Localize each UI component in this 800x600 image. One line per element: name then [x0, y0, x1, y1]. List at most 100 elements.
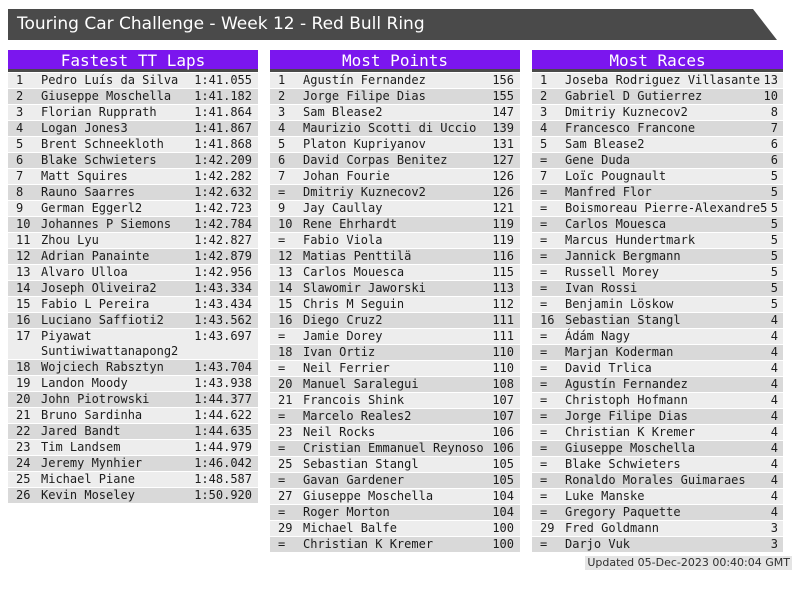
- rank-cell: 20: [278, 377, 293, 391]
- leaderboard-most-races: Most Races 1 Joseba Rodriguez Villasante 1…: [532, 50, 783, 553]
- value-cell: 4: [770, 393, 778, 407]
- rank-cell: 1: [540, 73, 548, 87]
- table-row: 22 Jared Bandt 1:44.635: [8, 424, 258, 439]
- driver-name-cell: Boismoreau Pierre-Alexandre5: [565, 201, 768, 215]
- driver-name-cell: Blake Schwieters: [41, 153, 157, 167]
- table-row: 1 Agustín Fernandez 156: [270, 73, 520, 88]
- value-cell: 131: [492, 137, 515, 151]
- value-cell: 1:43.434: [194, 297, 252, 311]
- value-cell: 147: [492, 105, 515, 119]
- value-cell: 1:41.867: [194, 121, 252, 135]
- rank-cell: 29: [278, 521, 293, 535]
- table-row: 1 Pedro Luís da Silva 1:41.055: [8, 73, 258, 88]
- table-row: 13 Carlos Mouesca 115: [270, 265, 520, 280]
- value-cell: 13: [763, 73, 778, 87]
- rank-cell: 13: [278, 265, 293, 279]
- driver-name-cell: Marjan Koderman: [565, 345, 674, 359]
- rank-cell: 1: [278, 73, 286, 87]
- value-cell: 6: [770, 153, 778, 167]
- rank-cell: 15: [16, 297, 31, 311]
- value-cell: 1:41.055: [194, 73, 252, 87]
- rank-cell: 9: [278, 201, 286, 215]
- value-cell: 6: [770, 137, 778, 151]
- table-row: 25 Michael Piane 1:48.587: [8, 472, 258, 487]
- table-row: 21 Francois Shink 107: [270, 393, 520, 408]
- driver-name-cell: Cristian Emmanuel Reynoso: [303, 441, 484, 455]
- driver-name-cell: Loïc Pougnault: [565, 169, 667, 183]
- driver-name-cell: Matias Penttilä: [303, 249, 412, 263]
- rank-cell: =: [540, 457, 548, 471]
- value-cell: 1:42.879: [194, 249, 252, 263]
- table-row: 24 Jeremy Mynhier 1:46.042: [8, 456, 258, 471]
- rank-cell: 23: [16, 440, 31, 454]
- table-row: = Jorge Filipe Dias 4: [532, 409, 783, 424]
- rank-cell: =: [278, 329, 286, 343]
- rank-cell: =: [540, 201, 548, 215]
- value-cell: 104: [492, 489, 515, 503]
- table-row: = Christian K Kremer 100: [270, 537, 520, 552]
- rank-cell: =: [540, 425, 548, 439]
- rank-cell: 5: [540, 137, 548, 151]
- rank-cell: 21: [16, 408, 31, 422]
- table-row: 29 Michael Balfe 100: [270, 521, 520, 536]
- table-row: = Russell Morey 5: [532, 265, 783, 280]
- rank-cell: 5: [16, 137, 24, 151]
- rank-cell: 8: [16, 185, 24, 199]
- rank-cell: =: [278, 233, 286, 247]
- table-row: 29 Fred Goldmann 3: [532, 521, 783, 536]
- value-cell: 4: [770, 489, 778, 503]
- driver-name-cell: Sebastian Stangl: [565, 313, 681, 327]
- driver-name-cell: German Eggerl2: [41, 201, 143, 215]
- rank-cell: =: [540, 377, 548, 391]
- leaderboard-fastest-tt-laps: Fastest TT Laps 1 Pedro Luís da Silva 1:41…: [8, 50, 258, 504]
- driver-name-cell: Slawomir Jaworski: [303, 281, 426, 295]
- value-cell: 3: [770, 521, 778, 535]
- driver-name-cell: Fabio L Pereira: [41, 297, 150, 311]
- value-cell: 5: [770, 281, 778, 295]
- value-cell: 4: [770, 313, 778, 327]
- rank-cell: 29: [540, 521, 555, 535]
- table-row: = Manfred Flor 5: [532, 185, 783, 200]
- board-rows: 1 Joseba Rodriguez Villasante 13 2 Gabriel D…: [532, 73, 783, 552]
- driver-name-cell: Ivan Rossi: [565, 281, 638, 295]
- rank-cell: =: [540, 297, 548, 311]
- driver-name-cell: Florian Rupprath: [41, 105, 157, 119]
- table-row: = David Trlica 4: [532, 361, 783, 376]
- table-row: 12 Matias Penttilä 116: [270, 249, 520, 264]
- table-row: = Dmitriy Kuznecov2 126: [270, 185, 520, 200]
- table-row: 11 Zhou Lyu 1:42.827: [8, 233, 258, 248]
- driver-name-cell: Joseph Oliveira2: [41, 281, 157, 295]
- table-row: 18 Wojciech Rabsztyn 1:43.704: [8, 360, 258, 375]
- driver-name-cell: Tim Landsem: [41, 440, 121, 454]
- rank-cell: 17: [16, 329, 31, 343]
- driver-name-cell: Marcus Hundertmark: [565, 233, 696, 247]
- rank-cell: 25: [278, 457, 293, 471]
- value-cell: 5: [770, 185, 778, 199]
- value-cell: 1:42.209: [194, 153, 252, 167]
- driver-name-cell: Agustín Fernandez: [303, 73, 426, 87]
- table-row: 23 Tim Landsem 1:44.979: [8, 440, 258, 455]
- driver-name-cell: Luciano Saffioti2: [41, 313, 164, 327]
- rank-cell: 6: [16, 153, 24, 167]
- driver-name-cell: Roger Morton: [303, 505, 390, 519]
- driver-name-cell: Sebastian Stangl: [303, 457, 419, 471]
- value-cell: 5: [770, 249, 778, 263]
- table-row: 16 Luciano Saffioti2 1:43.562: [8, 313, 258, 328]
- value-cell: 1:42.956: [194, 265, 252, 279]
- value-cell: 3: [770, 537, 778, 551]
- driver-name-cell: Adrian Panainte: [41, 249, 150, 263]
- value-cell: 5: [770, 297, 778, 311]
- value-cell: 1:43.938: [194, 376, 252, 390]
- rank-cell: =: [540, 233, 548, 247]
- value-cell: 107: [492, 393, 514, 407]
- table-row: 9 German Eggerl2 1:42.723: [8, 201, 258, 216]
- driver-name-cell: Pedro Luís da Silva: [41, 73, 179, 87]
- rank-cell: =: [278, 409, 286, 423]
- driver-name-cell: Rauno Saarres: [41, 185, 135, 199]
- driver-name-cell: Rene Ehrhardt: [303, 217, 397, 231]
- table-row: 2 Gabriel D Gutierrez 10: [532, 89, 783, 104]
- rank-cell: =: [540, 393, 548, 407]
- value-cell: 115: [492, 265, 514, 279]
- rank-cell: 16: [540, 313, 555, 327]
- driver-name-cell: Christian K Kremer: [303, 537, 434, 551]
